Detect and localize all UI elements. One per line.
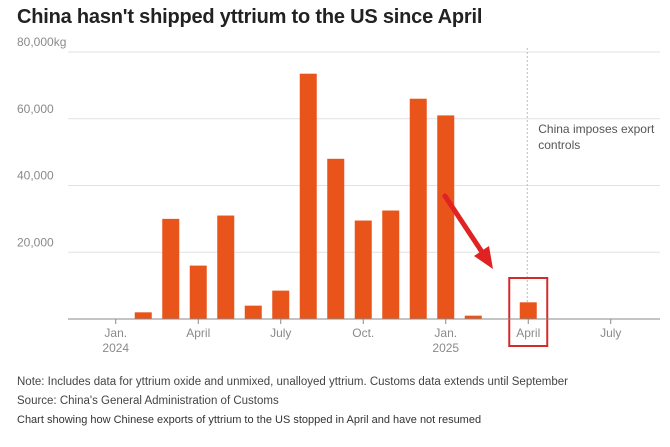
chart-title: China hasn't shipped yttrium to the US s…	[17, 6, 483, 28]
x-tick-label: Oct.	[352, 326, 374, 340]
bar	[437, 115, 455, 319]
bar	[134, 312, 152, 319]
highlight-box	[508, 277, 549, 347]
chart-description: Chart showing how Chinese exports of ytt…	[17, 414, 482, 426]
arrow-head	[474, 246, 493, 269]
y-tick-label: 80,000kg	[17, 35, 66, 49]
bar-chart: 20,000 40,000 60,000 80,000kg China imposes …	[17, 35, 660, 355]
bar	[464, 315, 482, 319]
bar	[299, 73, 317, 319]
bar	[327, 158, 345, 319]
x-tick-label: July	[270, 326, 291, 340]
y-tick-label: 40,000	[17, 169, 54, 183]
x-tick-label: July	[600, 326, 621, 340]
bar	[382, 210, 400, 319]
bar	[244, 305, 262, 319]
x-tick-label: 2024	[102, 341, 129, 355]
x-tick-label: Jan.	[434, 326, 457, 340]
x-tick-label: 2025	[432, 341, 459, 355]
x-tick-label: April	[186, 326, 210, 340]
bar	[354, 220, 372, 319]
bar	[162, 218, 180, 319]
bar	[217, 215, 235, 319]
bar	[189, 265, 207, 319]
source-note: Source: China's General Administration o…	[17, 395, 279, 407]
y-tick-label: 20,000	[17, 235, 54, 249]
bar	[272, 290, 290, 319]
bar	[409, 98, 427, 319]
x-tick-label: Jan.	[104, 326, 127, 340]
arrow-shaft	[442, 193, 485, 255]
annotation-text: controls	[538, 138, 580, 152]
annotation-text: China imposes export	[538, 122, 655, 136]
y-tick-label: 60,000	[17, 102, 54, 116]
bar	[519, 302, 537, 319]
x-tick-label: April	[516, 326, 540, 340]
footnote: Note: Includes data for yttrium oxide an…	[17, 376, 569, 388]
